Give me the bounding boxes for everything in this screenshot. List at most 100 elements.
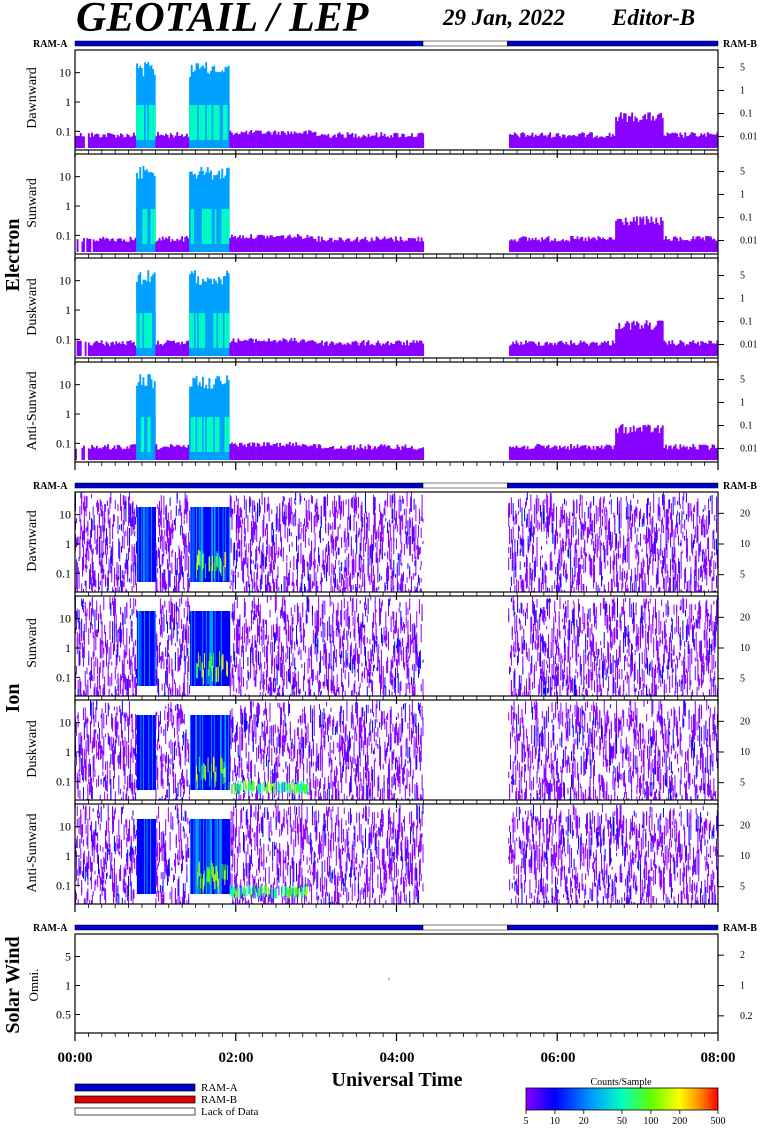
spectrogram-cell	[512, 341, 515, 356]
spectrogram-cell	[340, 654, 342, 665]
spectrogram-cell	[158, 135, 161, 148]
spectrogram-cell	[290, 237, 293, 252]
spectrogram-cell	[311, 580, 313, 589]
spectrogram-cell	[182, 626, 184, 643]
spectrogram-cell	[634, 431, 637, 460]
spectrogram-cell	[234, 627, 236, 641]
spectrogram-cell	[650, 432, 653, 460]
spectrogram-cell	[525, 561, 527, 575]
spectrogram-cell	[606, 509, 608, 516]
spectrogram-cell	[167, 537, 169, 551]
spectrogram-cell	[645, 534, 647, 544]
spectrogram-cell	[599, 502, 601, 511]
spectrogram-cell	[89, 345, 92, 356]
spectrogram-cell	[76, 608, 78, 619]
spectrogram-cell	[602, 136, 605, 148]
spectrogram-cell	[344, 587, 346, 592]
spectrogram-cell	[192, 507, 194, 582]
spectrogram-cell	[190, 417, 193, 452]
spectrogram-cell	[165, 673, 167, 684]
spectrogram-cell	[211, 209, 214, 244]
spectrogram-cell	[219, 556, 221, 572]
spectrogram-cell	[674, 559, 676, 580]
spectrogram-cell	[348, 671, 350, 688]
spectrogram-cell	[337, 602, 339, 616]
spectrogram-cell	[257, 618, 259, 635]
spectrogram-cell	[357, 691, 359, 696]
spectrogram-cell	[526, 134, 529, 148]
spectrogram-cell	[586, 553, 588, 557]
spectrogram-cell	[195, 313, 198, 348]
spectrogram-cell	[259, 564, 261, 569]
spectrogram-cell	[129, 659, 131, 675]
spectrogram-cell	[117, 503, 119, 512]
spectrogram-cell	[135, 562, 137, 576]
spectrogram-cell	[325, 547, 327, 564]
spectrogram-cell	[415, 340, 418, 356]
spectrogram-cell	[351, 559, 353, 580]
spectrogram-cell	[525, 340, 528, 356]
spectrogram-cell	[528, 449, 531, 460]
spectrogram-cell	[278, 687, 280, 691]
spectrogram-cell	[279, 625, 281, 643]
spectrogram-cell	[616, 121, 619, 148]
spectrogram-cell	[97, 690, 99, 696]
spectrogram-cell	[206, 313, 209, 348]
spectrogram-cell	[372, 240, 375, 252]
spectrogram-cell	[178, 545, 180, 560]
spectrogram-cell	[626, 570, 628, 581]
spectrogram-cell	[182, 241, 185, 252]
spectrogram-cell	[400, 577, 402, 592]
spectrogram-cell	[113, 344, 116, 356]
spectrogram-cell	[664, 135, 667, 148]
spectrogram-cell	[337, 240, 339, 252]
spectrogram-cell	[134, 135, 137, 148]
spectrogram-cell	[693, 507, 695, 512]
spectrogram-cell	[237, 647, 239, 654]
spectrogram-cell	[611, 578, 613, 592]
spectrogram-cell	[518, 448, 521, 460]
spectrogram-cell	[235, 445, 238, 460]
spectrogram-cell	[144, 611, 147, 686]
spectrogram-cell	[715, 538, 717, 555]
spectrogram-cell	[293, 338, 296, 356]
spectrogram-cell	[263, 133, 265, 148]
spectrogram-cell	[159, 624, 161, 637]
spectrogram-cell	[172, 549, 174, 553]
spectrogram-cell	[574, 447, 577, 460]
spectrogram-cell	[697, 136, 700, 148]
spectrogram-cell	[706, 132, 709, 148]
spectrogram-cell	[362, 134, 365, 148]
spectrogram-cell	[253, 500, 255, 513]
spectrogram-cell	[223, 611, 225, 686]
spectrogram-cell	[163, 659, 165, 669]
spectrogram-cell	[99, 498, 101, 511]
spectrogram-cell	[570, 340, 573, 356]
spectrogram-cell	[189, 611, 192, 686]
spectrogram-cell	[126, 678, 128, 696]
spectrogram-cell	[632, 217, 635, 252]
spectrogram-cell	[681, 550, 683, 554]
spectrogram-cell	[535, 508, 537, 529]
spectrogram-cell	[85, 548, 87, 564]
spectrogram-cell	[576, 502, 578, 510]
spectrogram-cell	[255, 519, 257, 530]
spectrogram-cell	[670, 523, 672, 538]
spectrogram-cell	[382, 238, 384, 252]
spectrogram-cell	[123, 570, 125, 588]
spectrogram-cell	[162, 572, 164, 588]
spectrogram-cell	[213, 105, 216, 140]
spectrogram-cell	[300, 617, 302, 636]
spectrogram-cell	[320, 505, 322, 525]
spectrogram-cell	[129, 505, 131, 526]
spectrogram-cell	[547, 134, 550, 148]
spectrogram-cell	[605, 444, 608, 460]
spectrogram-cell	[550, 240, 553, 252]
spectrogram-cell	[89, 238, 92, 252]
spectrogram-cell	[676, 514, 678, 528]
spectrogram-cell	[696, 501, 698, 521]
spectrogram-cell	[611, 535, 613, 545]
spectrogram-cell	[669, 580, 671, 592]
spectrogram-cell	[237, 529, 239, 549]
spectrogram-cell	[576, 444, 579, 460]
